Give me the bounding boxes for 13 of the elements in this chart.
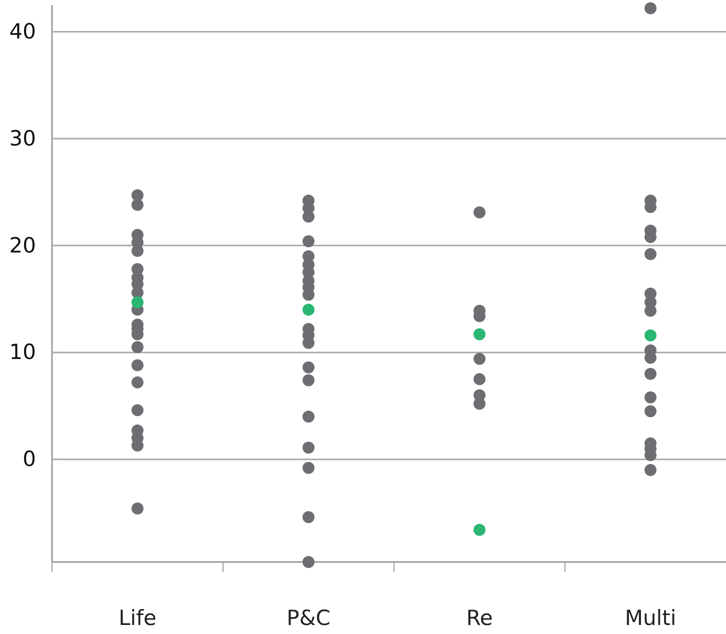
x-tick-label: Re [466,606,493,630]
y-tick-label: 10 [9,340,36,364]
point [644,329,656,342]
y-tick-label: 20 [9,233,36,258]
point [302,304,314,316]
y-tick-label: 40 [9,19,36,44]
x-tick-label: Multi [624,606,676,630]
point [132,296,144,308]
y-tick-label: 30 [9,126,36,150]
y-tick-label: 0 [22,447,36,472]
x-tick-label: P&C [286,606,330,630]
point [474,328,486,340]
x-tick-label: Life [118,606,156,630]
